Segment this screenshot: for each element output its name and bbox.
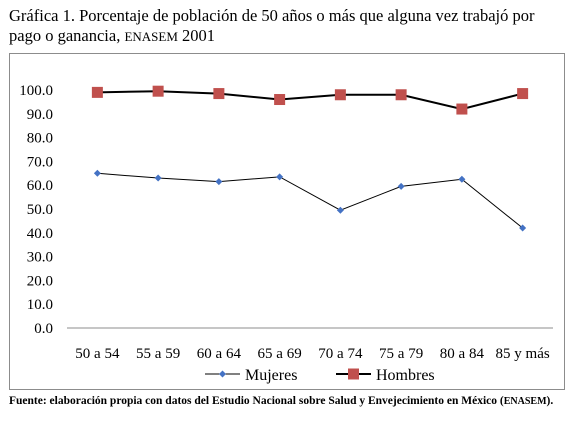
- series-group: [91, 85, 529, 232]
- chart-title: Gráfica 1. Porcentaje de población de 50…: [9, 6, 564, 47]
- hombres-line: [97, 90, 523, 111]
- y-tick-label: 100.0: [19, 83, 53, 99]
- chart-frame: 0.0 10.0 20.0 30.0 40.0 50.0 60.0 70.0 80.0 90.0 1…: [9, 53, 565, 390]
- mujeres-point: [458, 175, 466, 183]
- mujeres-point: [219, 370, 226, 378]
- x-tick-label: 70 a 74: [318, 346, 363, 362]
- mujeres-point: [93, 169, 101, 177]
- y-tick-label: 90.0: [27, 107, 53, 123]
- y-tick-label: 70.0: [27, 154, 53, 170]
- mujeres-point: [336, 206, 344, 214]
- mujeres-line: [97, 172, 523, 229]
- y-tick-label: 30.0: [27, 250, 53, 266]
- mujeres-point: [397, 182, 405, 190]
- legend-label-mujeres: Mujeres: [245, 367, 297, 384]
- hombres-point: [456, 103, 468, 115]
- y-tick-label: 50.0: [27, 202, 53, 218]
- hombres-point: [395, 89, 407, 101]
- x-tick-label: 80 a 84: [440, 346, 485, 362]
- hombres-point: [91, 86, 103, 98]
- mujeres-point: [215, 178, 223, 186]
- x-tick-label: 50 a 54: [75, 346, 120, 362]
- y-axis-tick-labels: 0.0 10.0 20.0 30.0 40.0 50.0 60.0 70.0 80.0 90.0 1…: [19, 83, 53, 337]
- x-tick-label: 55 a 59: [136, 346, 180, 362]
- hombres-point: [517, 88, 529, 100]
- y-tick-label: 20.0: [27, 273, 53, 289]
- source-note: Fuente: elaboración propia con datos del…: [9, 394, 564, 409]
- x-axis-tick-labels: 50 a 54 55 a 59 60 a 64 65 a 69 70 a 74 75 a …: [75, 346, 550, 362]
- x-tick-label: 60 a 64: [197, 346, 242, 362]
- line-chart: 0.0 10.0 20.0 30.0 40.0 50.0 60.0 70.0 80.0 90.0 1…: [19, 83, 553, 384]
- hombres-point: [213, 88, 225, 100]
- mujeres-point: [276, 173, 284, 181]
- chart-title-year: 2001: [177, 26, 216, 45]
- y-tick-label: 40.0: [27, 226, 53, 242]
- source-note-text: Fuente: elaboración propia con datos del…: [9, 395, 504, 407]
- chart-title-text: Gráfica 1. Porcentaje de población de 50…: [9, 6, 535, 45]
- hombres-point: [274, 94, 286, 106]
- y-tick-label: 0.0: [34, 321, 53, 337]
- source-note-end: ).: [546, 395, 554, 407]
- y-tick-label: 80.0: [27, 131, 53, 147]
- hombres-point: [334, 89, 346, 101]
- legend-label-hombres: Hombres: [376, 367, 435, 384]
- source-note-tag: ENASEM: [503, 396, 547, 407]
- legend: Mujeres Hombres: [205, 367, 435, 384]
- chart-title-source-tag: ENASEM: [124, 29, 178, 44]
- y-tick-label: 60.0: [27, 178, 53, 194]
- x-tick-label: 85 y más: [496, 346, 550, 362]
- mujeres-point: [519, 224, 527, 232]
- mujeres-point: [154, 174, 162, 182]
- x-tick-label: 75 a 79: [379, 346, 423, 362]
- hombres-point: [152, 85, 164, 97]
- y-tick-label: 10.0: [27, 297, 53, 313]
- x-tick-label: 65 a 69: [258, 346, 302, 362]
- hombres-point: [348, 368, 359, 380]
